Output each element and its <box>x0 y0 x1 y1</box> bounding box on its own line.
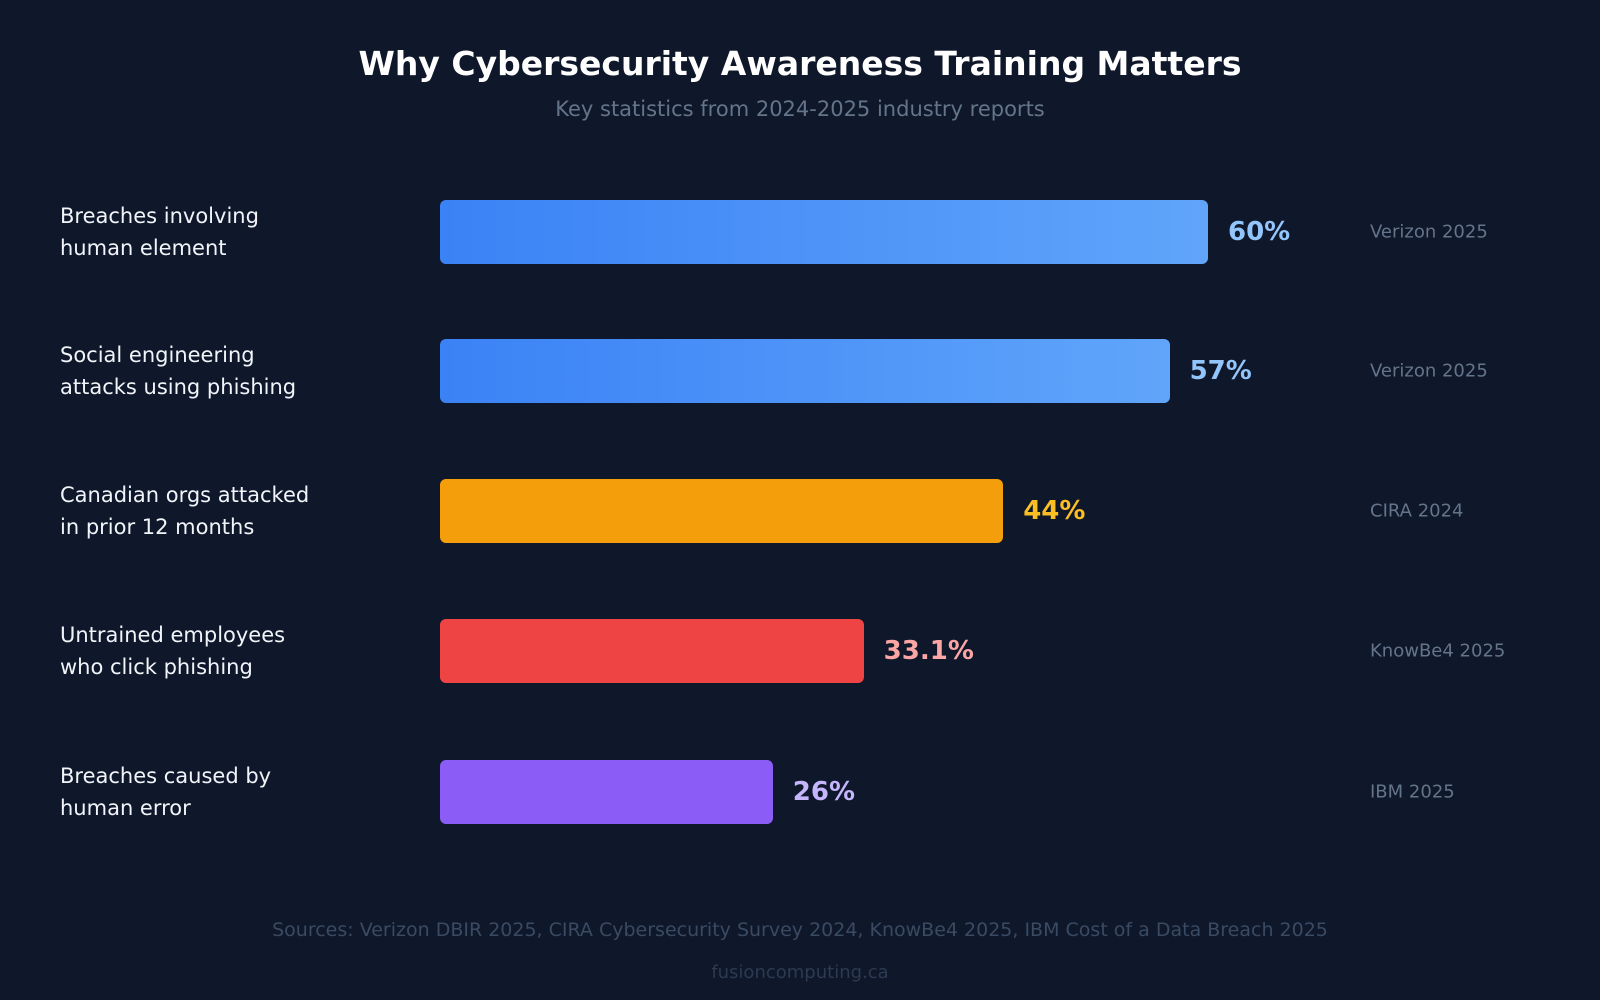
bar-label-line: Breaches caused by <box>60 764 272 788</box>
bar-label: Social engineering attacks using phishing <box>60 339 360 403</box>
bar-label-line: in prior 12 months <box>60 515 255 539</box>
bar-label: Breaches caused by human error <box>60 760 360 824</box>
value-label: 60% <box>1228 217 1291 247</box>
bar-label-line: who click phishing <box>60 655 253 679</box>
bar-label-line: Untrained employees <box>60 623 286 647</box>
value-label: 26% <box>792 777 856 807</box>
bar <box>440 479 1004 543</box>
bar-label-line: Social engineering <box>60 343 255 367</box>
bar-label-line: human error <box>60 796 191 820</box>
bar <box>440 619 864 683</box>
sources-footnote: Sources: Verizon DBIR 2025, CIRA Cyberse… <box>272 919 1328 941</box>
bar-label-line: Canadian orgs attacked <box>60 483 310 507</box>
bar-row: Breaches involving human element 60% Verizo… <box>0 200 1600 264</box>
site-link[interactable]: fusioncomputing.ca <box>711 962 889 983</box>
value-label: 44% <box>1023 496 1086 526</box>
chart-title: Why Cybersecurity Awareness Training Mat… <box>358 44 1242 83</box>
bar-label: Canadian orgs attacked in prior 12 months <box>60 479 360 543</box>
chart-subtitle: Key statistics from 2024-2025 industry r… <box>555 97 1045 121</box>
bar-label: Breaches involving human element <box>60 200 360 264</box>
bar <box>440 200 1208 264</box>
source-label: Verizon 2025 <box>1370 360 1488 382</box>
bar <box>440 339 1170 403</box>
value-label: 57% <box>1189 356 1252 386</box>
bar-label-line: Breaches involving <box>60 204 259 228</box>
source-label: CIRA 2024 <box>1370 500 1464 522</box>
source-label: Verizon 2025 <box>1370 221 1488 243</box>
source-label: IBM 2025 <box>1370 781 1455 803</box>
source-label: KnowBe4 2025 <box>1370 640 1506 662</box>
bar-row: Social engineering attacks using phishing… <box>0 339 1600 403</box>
value-label: 33.1% <box>883 636 974 666</box>
bar <box>440 760 773 824</box>
bar-row: Canadian orgs attacked in prior 12 months… <box>0 479 1600 543</box>
bar-label-line: attacks using phishing <box>60 375 297 399</box>
bar-row: Breaches caused by human error 26% IBM 2025 <box>0 760 1600 824</box>
bar-label-line: human element <box>60 236 227 260</box>
bar-label: Untrained employees who click phishing <box>60 619 360 683</box>
bar-row: Untrained employees who click phishing 33.… <box>0 619 1600 683</box>
